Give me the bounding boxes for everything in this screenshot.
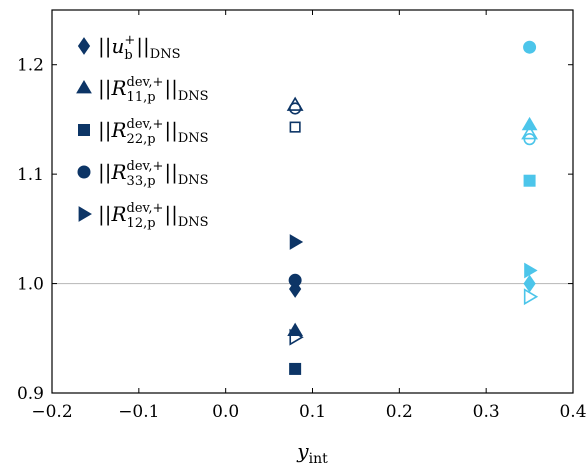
data-point-square-filled [523, 174, 536, 187]
data-point-triangle-up-filled [521, 116, 538, 131]
legend-marker-circle [77, 165, 91, 179]
legend-label: ||Rdev,+ [98, 75, 163, 101]
legend-entry: ||Rdev,+12,p || DNS [78, 201, 209, 231]
legend-label-norm: || [164, 202, 177, 227]
legend-marker-diamond [77, 37, 91, 55]
legend-label-dns: DNS [178, 173, 209, 188]
data-point-circle-hollow [523, 133, 536, 146]
data-point-square-hollow [289, 121, 301, 133]
legend-entry: ||Rdev,+22,p || DNS [78, 117, 209, 147]
x-axis-label: yint [296, 439, 328, 465]
data-point-triangle-up-hollow [521, 125, 538, 140]
legend-marker-square [78, 124, 90, 136]
legend-marker-triangle-up [76, 80, 92, 94]
x-axis-label-sub: int [309, 451, 328, 465]
data-point-triangle-right-hollow [289, 328, 304, 346]
data-point-square-filled [289, 362, 302, 375]
legend-marker-triangle-right [78, 206, 92, 222]
legend-label-subscript: 12,p [127, 216, 156, 231]
legend-label-norm: || [164, 76, 177, 101]
data-marks [286, 40, 539, 375]
data-point-diamond-filled [523, 274, 536, 293]
data-point-triangle-up-filled [287, 322, 304, 337]
legend-label-norm: || [164, 160, 177, 185]
data-point-circle-hollow [289, 102, 302, 115]
legend-label-dns: DNS [150, 47, 181, 62]
x-axis-label-main: y [296, 439, 309, 463]
legend-label-subscript: 33,p [127, 174, 156, 189]
data-point-triangle-right-filled [289, 234, 304, 250]
legend-entry: ||Rdev,+11,p || DNS [76, 75, 209, 105]
x-tick-label: −0.2 [31, 402, 72, 422]
legend-entry: ||Rdev,+33,p || DNS [77, 159, 209, 189]
y-tick-label: 1.1 [17, 165, 44, 185]
legend-label-norm: || [136, 34, 149, 59]
legend-label-norm: || [164, 118, 177, 143]
x-tick-label: 0.3 [473, 402, 500, 422]
x-tick-label: 0.2 [386, 402, 413, 422]
series-5 [289, 234, 539, 346]
legend-label: ||Rdev,+ [98, 201, 163, 227]
y-tick-label: 1.0 [17, 275, 44, 295]
series-3 [289, 121, 536, 375]
data-point-triangle-right-hollow [523, 288, 539, 306]
series-2 [286, 96, 538, 337]
legend-label: ||Rdev,+ [98, 117, 163, 143]
legend-label-subscript: b [124, 48, 132, 63]
legend-label-subscript: 11,p [127, 90, 156, 105]
x-tick-label: 0.4 [559, 402, 586, 422]
x-tick-label: 0.1 [299, 402, 326, 422]
legend-label-dns: DNS [178, 131, 209, 146]
series-1 [289, 274, 536, 298]
y-tick-label: 0.9 [17, 384, 44, 404]
legend-label: ||Rdev,+ [98, 159, 163, 185]
legend: ||u+b || DNS||Rdev,+11,p || DNS||Rdev,+22,p |… [76, 33, 209, 231]
data-point-circle-filled [523, 40, 537, 54]
y-tick-label: 1.2 [17, 56, 44, 76]
legend-label: ||u+ [98, 33, 135, 59]
legend-label-dns: DNS [178, 89, 209, 104]
legend-label-dns: DNS [178, 215, 209, 230]
data-point-triangle-right-filled [524, 262, 538, 279]
axis-ticks: −0.2 −0.1 0.0 0.1 0.2 0.3 0.4 0.9 1.0 1.1 1.2 [17, 10, 587, 422]
x-tick-label: 0.0 [212, 402, 239, 422]
x-tick-label: −0.1 [118, 402, 159, 422]
legend-label-subscript: 22,p [127, 132, 156, 147]
data-point-circle-filled [288, 273, 302, 287]
series-4 [288, 40, 537, 287]
legend-entry: ||u+b || DNS [77, 33, 181, 63]
